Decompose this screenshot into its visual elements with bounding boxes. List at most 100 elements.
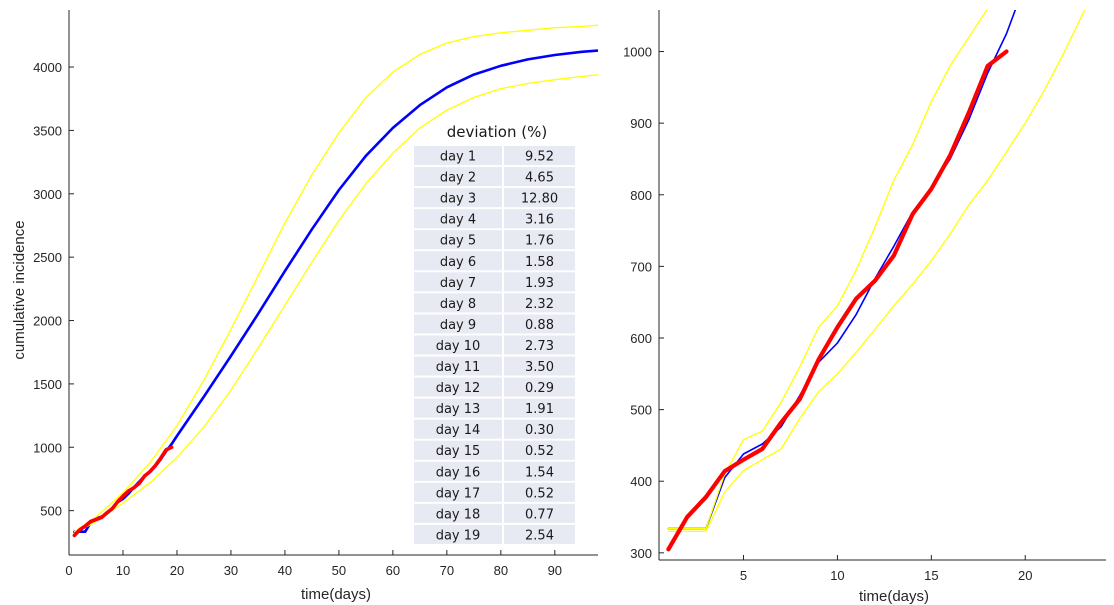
table-deviation-value: 0.30 <box>525 423 554 438</box>
left-y-axis-label: cumulative incidence <box>11 220 28 359</box>
table-cell-bg <box>414 461 502 481</box>
x-tick-label: 5 <box>740 568 747 583</box>
table-cell-bg <box>504 524 575 544</box>
table-cell-bg <box>504 272 575 292</box>
table-cell-bg <box>504 356 575 376</box>
table-deviation-value: 4.65 <box>525 171 554 186</box>
table-deviation-value: 1.76 <box>525 234 554 249</box>
x-tick-label: 10 <box>830 568 844 583</box>
table-cell-bg <box>414 335 502 355</box>
left-series-upper-bound-line <box>73 24 598 533</box>
x-tick-label: 80 <box>494 563 508 578</box>
right-series-model-line <box>667 10 1017 530</box>
table-cell-bg <box>414 398 502 418</box>
table-cell-bg <box>504 377 575 397</box>
right-series-lower-bound-line <box>667 10 1086 533</box>
left-series-lower-bound-line <box>73 73 598 535</box>
table-deviation-value: 0.52 <box>525 486 554 501</box>
y-tick-label: 500 <box>630 403 652 418</box>
y-tick-label: 1000 <box>33 440 62 455</box>
table-deviation-value: 12.80 <box>521 192 558 207</box>
table-deviation-value: 0.77 <box>525 507 554 522</box>
table-deviation-value: 2.73 <box>525 339 554 354</box>
table-deviation-value: 2.32 <box>525 297 554 312</box>
table-cell-bg <box>504 230 575 250</box>
table-cell-bg <box>504 209 575 229</box>
table-cell-bg <box>414 251 502 271</box>
table-title: deviation (%) <box>447 123 547 141</box>
y-tick-label: 400 <box>630 474 652 489</box>
table-cell-bg <box>504 461 575 481</box>
table-cell-bg <box>504 146 575 166</box>
table-day-label: day 19 <box>436 528 481 543</box>
table-cell-bg <box>504 293 575 313</box>
table-cell-bg <box>414 377 502 397</box>
table-day-label: day 8 <box>440 297 476 312</box>
left-series-observed-line <box>72 445 174 538</box>
right-series-upper-bound-line <box>667 10 988 530</box>
left-x-axis-label: time(days) <box>301 586 371 603</box>
table-cell-bg <box>504 167 575 187</box>
y-tick-label: 3500 <box>33 123 62 138</box>
table-day-label: day 3 <box>440 192 476 207</box>
table-deviation-value: 3.16 <box>525 213 554 228</box>
y-tick-label: 1000 <box>623 45 652 60</box>
right-chart: 5 10 15 20 300 400 500 600 700 800 900 1000 time(da… <box>623 10 1106 605</box>
y-tick-label: 4000 <box>33 60 62 75</box>
y-tick-label: 300 <box>630 546 652 561</box>
table-day-label: day 7 <box>440 276 476 291</box>
table-day-label: day 17 <box>436 486 481 501</box>
y-tick-label: 3000 <box>33 187 62 202</box>
x-tick-label: 10 <box>116 563 130 578</box>
table-cell-bg <box>504 314 575 334</box>
table-day-label: day 10 <box>436 339 481 354</box>
left-chart: 0 10 20 30 40 50 60 70 80 90 500 1000 1500 2000 2500 30… <box>11 10 598 603</box>
table-cell-bg <box>504 482 575 502</box>
x-tick-label: 0 <box>65 563 72 578</box>
x-tick-label: 90 <box>548 563 562 578</box>
y-tick-label: 2500 <box>33 250 62 265</box>
table-deviation-value: 0.52 <box>525 444 554 459</box>
table-cell-bg <box>414 419 502 439</box>
table-cell-bg <box>504 419 575 439</box>
table-day-label: day 18 <box>436 507 481 522</box>
table-deviation-value: 1.54 <box>525 465 554 480</box>
table-deviation-value: 9.52 <box>525 150 554 165</box>
table-cell-bg <box>504 398 575 418</box>
y-tick-label: 600 <box>630 331 652 346</box>
table-cell-bg <box>504 503 575 523</box>
table-day-label: day 16 <box>436 465 481 480</box>
table-cell-bg <box>414 272 502 292</box>
table-cell-bg <box>504 251 575 271</box>
table-cell-bg <box>414 503 502 523</box>
table-deviation-value: 1.58 <box>525 255 554 270</box>
table-cell-bg <box>414 146 502 166</box>
table-cell-bg <box>414 524 502 544</box>
table-cell-bg <box>414 482 502 502</box>
table-deviation-value: 3.50 <box>525 360 554 375</box>
table-day-label: day 5 <box>440 234 476 249</box>
deviation-table: deviation (%) day 1 9.52 day 2 4.65 day 3 12.8… <box>414 123 575 544</box>
table-day-label: day 14 <box>436 423 481 438</box>
right-x-axis-label: time(days) <box>859 588 929 605</box>
table-day-label: day 13 <box>436 402 481 417</box>
table-deviation-value: 1.91 <box>525 402 554 417</box>
right-series-observed-line <box>666 49 1009 552</box>
table-cell-bg <box>504 440 575 460</box>
table-deviation-value: 0.88 <box>525 318 554 333</box>
table-deviation-value: 2.54 <box>525 528 554 543</box>
x-tick-label: 60 <box>386 563 400 578</box>
table-day-label: day 11 <box>436 360 481 375</box>
table-deviation-value: 1.93 <box>525 276 554 291</box>
x-tick-label: 70 <box>440 563 454 578</box>
table-cell-bg <box>414 314 502 334</box>
table-day-label: day 2 <box>440 171 476 186</box>
y-tick-label: 500 <box>40 504 62 519</box>
y-tick-label: 900 <box>630 116 652 131</box>
y-tick-label: 700 <box>630 259 652 274</box>
table-cell-bg <box>414 356 502 376</box>
table-deviation-value: 0.29 <box>525 381 554 396</box>
x-tick-label: 50 <box>332 563 346 578</box>
y-tick-label: 1500 <box>33 377 62 392</box>
table-day-label: day 15 <box>436 444 481 459</box>
